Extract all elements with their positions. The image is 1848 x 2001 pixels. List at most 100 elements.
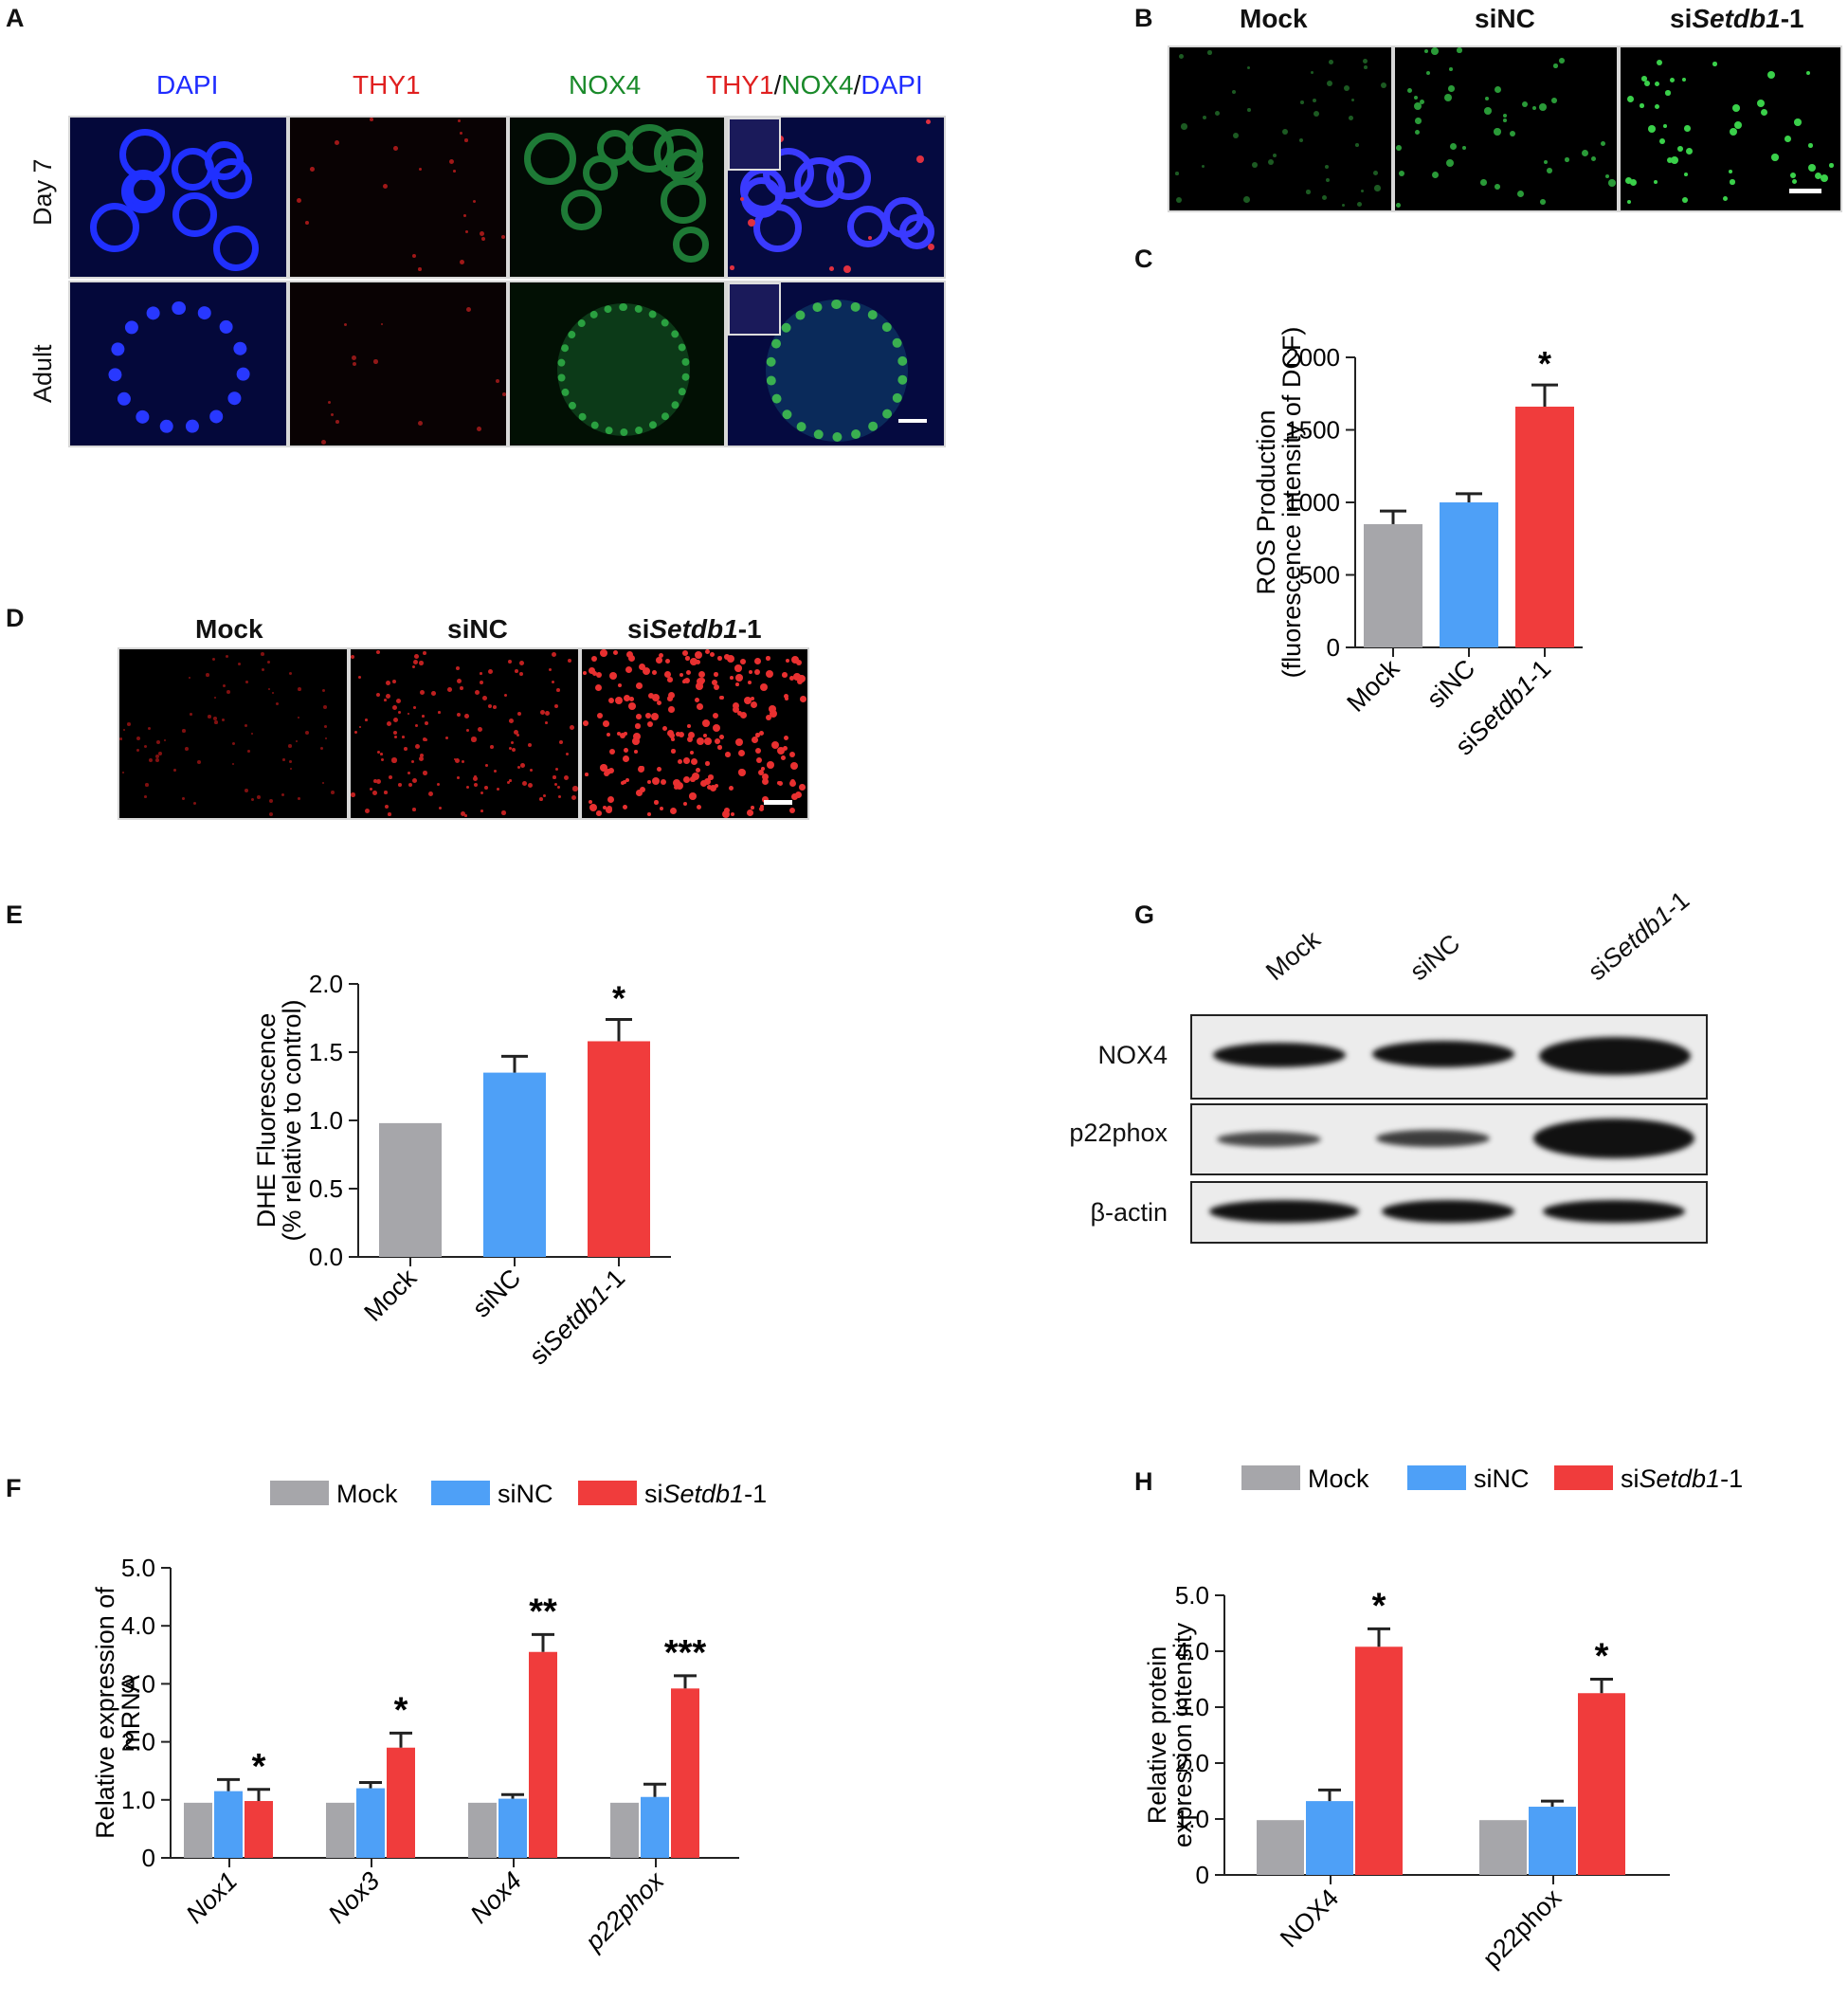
fluorescent-spot	[358, 676, 362, 680]
fluorescent-spot	[1432, 172, 1440, 179]
fluorescent-spot	[633, 733, 642, 741]
fluorescent-spot	[1203, 116, 1207, 120]
legend-label: siNC	[498, 1480, 553, 1508]
fluorescent-spot	[226, 690, 230, 694]
fluorescent-spot	[393, 146, 398, 151]
fluorescent-spot	[1539, 103, 1547, 111]
band	[1209, 1200, 1359, 1223]
nucleus-ring	[673, 227, 709, 263]
fluorescent-spot	[322, 689, 325, 692]
fluorescent-spot	[520, 763, 525, 768]
fluorescent-spot	[509, 779, 512, 782]
fluorescent-spot	[785, 697, 789, 701]
fluorescent-spot	[298, 797, 300, 800]
fluorescent-spot	[683, 757, 690, 764]
dhe-image-mock	[118, 647, 349, 820]
y-tick-label: 1000	[1285, 488, 1340, 517]
fluorescent-spot	[1732, 104, 1740, 112]
fluorescent-spot	[761, 767, 765, 771]
fluorescent-spot	[1399, 171, 1405, 177]
fluorescent-spot	[704, 737, 712, 745]
fluorescent-spot	[502, 392, 506, 396]
lane-label-sisetdb1: siSetdb1-1	[1583, 885, 1695, 987]
fluorescent-spot	[730, 676, 734, 680]
fluorescent-spot	[122, 772, 125, 774]
fluorescent-spot	[720, 696, 724, 700]
fluorescent-spot	[793, 673, 801, 681]
fluorescent-spot	[791, 793, 798, 800]
fluorescent-spot	[321, 440, 327, 446]
fluorescent-spot	[1682, 78, 1686, 82]
y-tick-label: 2.0	[121, 1728, 155, 1756]
fluorescent-spot	[1202, 165, 1205, 169]
nucleus-ring	[561, 190, 602, 230]
fluorescent-spot	[628, 702, 636, 710]
fluorescent-spot	[413, 706, 416, 709]
fluorescent-spot	[607, 806, 613, 812]
fluorescent-spot	[751, 697, 754, 700]
fluorescent-spot	[1625, 177, 1632, 184]
fluorescent-spot	[543, 794, 547, 798]
significance-mark: ***	[664, 1633, 707, 1673]
fluorescent-spot	[722, 810, 730, 818]
fluorescent-spot	[155, 755, 159, 758]
y-tick-label: 2000	[1285, 343, 1340, 372]
micrograph-day7-nox4	[508, 116, 726, 279]
fluorescent-spot	[600, 649, 607, 657]
fluorescent-spot	[1657, 60, 1662, 65]
fluorescent-spot	[790, 762, 799, 771]
fluorescent-spot	[554, 704, 558, 708]
legend-swatch	[431, 1481, 490, 1505]
fluorescent-spot	[464, 138, 468, 142]
fluorescent-spot	[386, 681, 391, 686]
fluorescent-spot	[1446, 159, 1455, 168]
fluorescent-spot	[185, 747, 189, 751]
bar	[1306, 1801, 1353, 1875]
fluorescent-spot	[928, 244, 935, 251]
fluorescent-spot	[710, 652, 716, 658]
fluorescent-spot	[144, 745, 148, 749]
fluorescent-spot	[702, 719, 710, 727]
fluorescent-spot	[276, 702, 280, 706]
fluorescent-spot	[431, 691, 436, 696]
fluorescent-spot	[731, 812, 734, 816]
blot-label-p22phox: p22phox	[1069, 1119, 1168, 1147]
col-label-thy1: THY1	[353, 70, 421, 100]
tubule-ring	[557, 303, 690, 436]
fluorescent-spot	[671, 749, 676, 754]
fluorescent-spot	[759, 731, 765, 737]
fluorescent-spot	[759, 807, 765, 812]
fluorescent-spot	[351, 792, 355, 797]
fluorescent-spot	[512, 748, 516, 753]
fluorescent-spot	[1808, 164, 1817, 173]
fluorescent-spot	[335, 140, 340, 146]
fluorescent-spot	[393, 731, 398, 736]
fluorescent-spot	[572, 786, 578, 791]
fluorescent-spot	[607, 733, 610, 737]
band	[1382, 1200, 1514, 1223]
fluorescent-spot	[1510, 131, 1515, 136]
fluorescent-spot	[396, 699, 402, 704]
fluorescent-spot	[689, 792, 697, 800]
bar	[326, 1802, 354, 1858]
fluorescent-spot	[735, 682, 739, 686]
fluorescent-spot	[609, 672, 618, 681]
fluorescent-spot	[528, 743, 533, 748]
fluorescent-spot	[488, 669, 494, 675]
fluorescent-spot	[626, 651, 634, 659]
bar	[1440, 502, 1498, 647]
fluorescent-spot	[412, 778, 418, 784]
fluorescent-spot	[747, 809, 753, 816]
fluorescent-spot	[528, 783, 534, 789]
fluorescent-spot	[455, 758, 461, 764]
fluorescent-spot	[522, 781, 528, 787]
fluorescent-spot	[386, 694, 390, 699]
fluorescent-spot	[226, 655, 229, 659]
fluorescent-spot	[1565, 157, 1569, 162]
fluorescent-spot	[381, 758, 384, 761]
fluorescent-spot	[1449, 67, 1453, 71]
fluorescent-spot	[504, 694, 508, 698]
fluorescent-spot	[1630, 179, 1638, 187]
fluorescent-spot	[384, 791, 388, 794]
fluorescent-spot	[571, 795, 577, 801]
